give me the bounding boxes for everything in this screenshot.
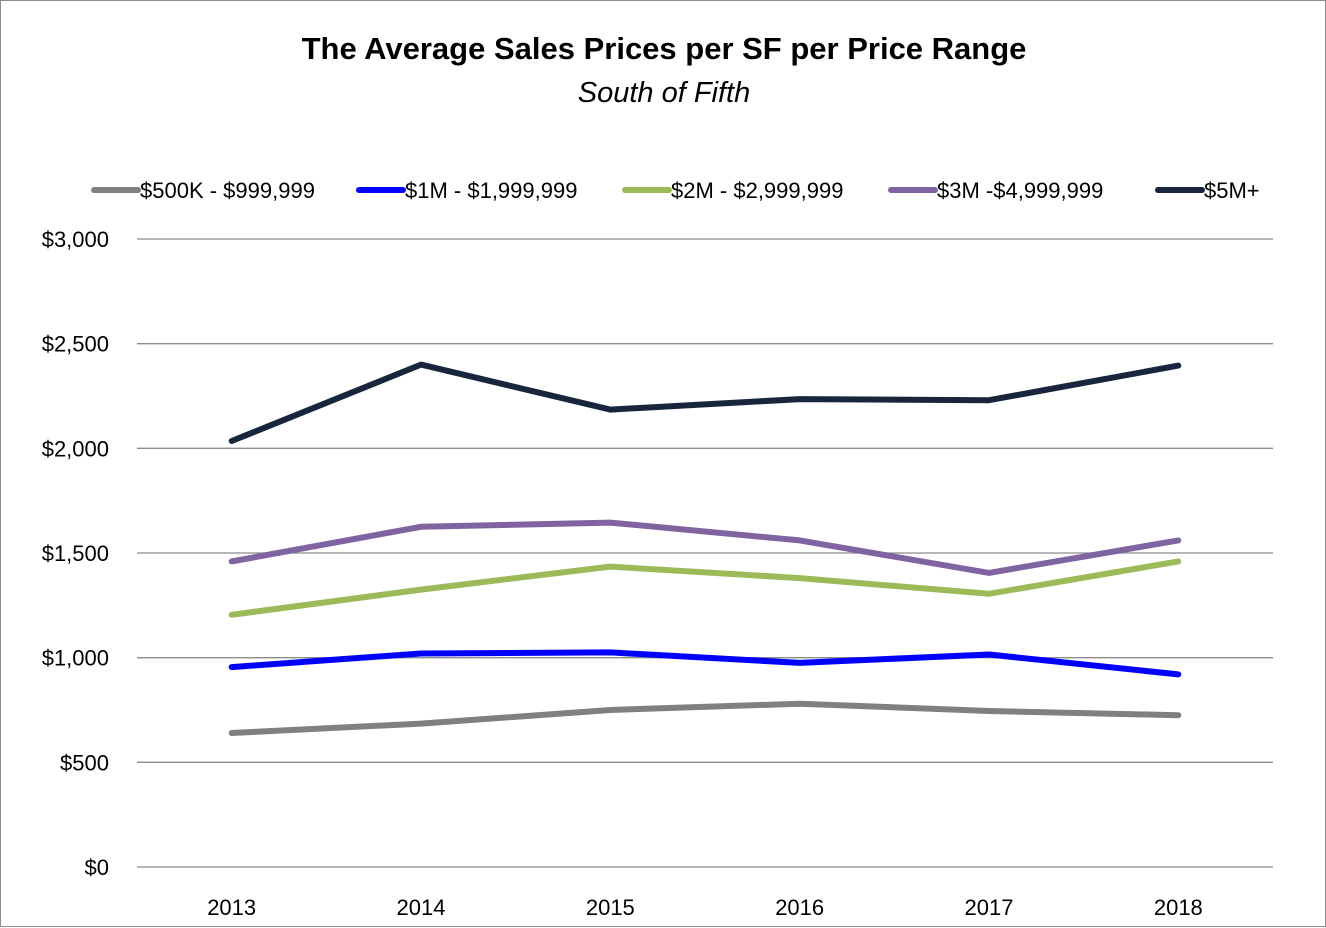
y-axis-tick-labels: $0 $500 $1,000 $1,500 $2,000 $2,500 $3,000 <box>42 227 109 880</box>
y-tick-label: $500 <box>60 750 109 775</box>
series-line <box>228 649 1182 678</box>
x-tick-label: 2018 <box>1154 895 1203 920</box>
legend-item: $500K - $999,999 <box>91 178 315 203</box>
y-tick-label: $3,000 <box>42 227 109 252</box>
legend-label: $500K - $999,999 <box>140 178 315 203</box>
legend-label: $2M - $2,999,999 <box>671 178 843 203</box>
chart-title: The Average Sales Prices per SF per Pric… <box>302 31 1027 66</box>
x-axis-tick-labels: 2013 2014 2015 2016 2017 2018 <box>207 895 1203 920</box>
legend-item: $5M+ <box>1155 178 1260 203</box>
series-line <box>228 361 1182 444</box>
legend-label: $3M -$4,999,999 <box>937 178 1103 203</box>
x-tick-label: 2017 <box>965 895 1014 920</box>
y-tick-label: $0 <box>85 855 109 880</box>
series-line <box>228 700 1182 736</box>
y-tick-label: $2,500 <box>42 332 109 357</box>
legend-item: $1M - $1,999,999 <box>356 178 577 203</box>
y-tick-label: $1,500 <box>42 541 109 566</box>
series-lines <box>228 361 1182 736</box>
gridlines <box>137 238 1273 868</box>
y-tick-label: $1,000 <box>42 646 109 671</box>
x-tick-label: 2013 <box>207 895 256 920</box>
series-line <box>228 558 1182 618</box>
y-tick-label: $2,000 <box>42 436 109 461</box>
legend-label: $1M - $1,999,999 <box>405 178 577 203</box>
chart-subtitle: South of Fifth <box>578 77 751 109</box>
x-tick-label: 2016 <box>775 895 824 920</box>
series-line <box>228 519 1182 576</box>
legend-item: $2M - $2,999,999 <box>622 178 843 203</box>
chart-legend: $500K - $999,999 $1M - $1,999,999 $2M - $2… <box>91 178 1260 203</box>
x-tick-label: 2014 <box>397 895 446 920</box>
legend-item: $3M -$4,999,999 <box>888 178 1103 203</box>
legend-label: $5M+ <box>1204 178 1260 203</box>
x-tick-label: 2015 <box>586 895 635 920</box>
